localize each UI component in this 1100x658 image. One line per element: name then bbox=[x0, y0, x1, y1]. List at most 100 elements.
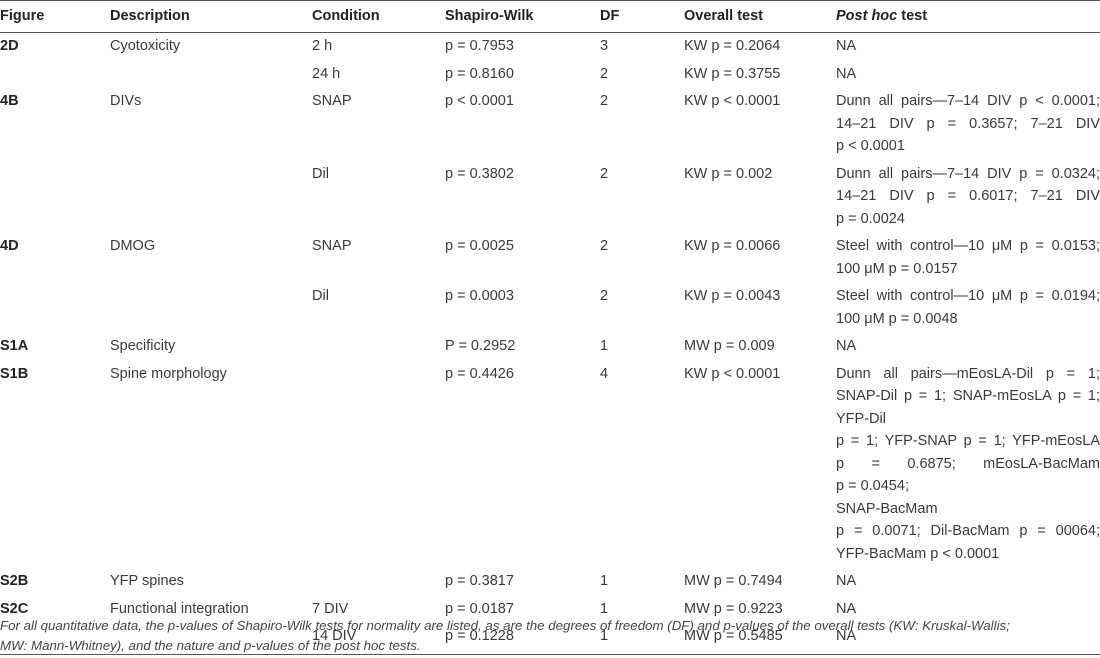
cell-figure: S1B bbox=[0, 365, 29, 382]
header-post-hoc-rest: test bbox=[897, 8, 928, 24]
table-footnote: For all quantitative data, the p-values … bbox=[0, 616, 1100, 656]
cell-shapiro-wilk: p = 0.0025 bbox=[445, 238, 514, 254]
table-row: S1B Spine morphology p = 0.4426 4 KW p < 0.0… bbox=[0, 361, 1100, 569]
cell-condition: SNAP bbox=[312, 238, 352, 254]
header-df: DF bbox=[600, 0, 684, 33]
post-hoc-line: NA bbox=[836, 338, 857, 354]
cell-figure: S2B bbox=[0, 573, 29, 589]
table-header: Figure Description Condition Shapiro-Wil… bbox=[0, 0, 1100, 33]
cell-overall-test: MW p = 0.9223 bbox=[684, 600, 783, 617]
cell-shapiro-wilk: p = 0.0003 bbox=[445, 288, 514, 304]
cell-post-hoc-test: Steel with control—10 μM p = 0.0194; 100 … bbox=[836, 283, 1100, 333]
header-description: Description bbox=[110, 0, 312, 33]
cell-overall-test: KW p = 0.3755 bbox=[684, 65, 781, 82]
cell-figure: 4B bbox=[0, 93, 19, 109]
cell-post-hoc-test: NA bbox=[836, 596, 1100, 624]
table-row: S2B YFP spines p = 0.3817 1 MW p = 0.7494 NA bbox=[0, 568, 1100, 596]
table-body: 2D Cyotoxicity 2 h p = 0.7953 3 KW p = 0.2064… bbox=[0, 33, 1100, 655]
cell-shapiro-wilk: p = 0.3802 bbox=[445, 165, 514, 182]
post-hoc-line: p = 0.0024 bbox=[836, 210, 905, 227]
post-hoc-line: NA bbox=[836, 628, 857, 644]
cell-description: Specificity bbox=[110, 338, 176, 354]
cell-figure bbox=[0, 161, 110, 234]
cell-description: Cyotoxicity bbox=[110, 38, 181, 54]
post-hoc-line: NA bbox=[836, 38, 857, 54]
post-hoc-line: SNAP-Dil p = 1; SNAP-mEosLA p = 1; bbox=[836, 388, 1100, 404]
post-hoc-line: 100 μM p = 0.0048 bbox=[836, 310, 958, 327]
table-row: 24 h p = 0.8160 2 KW p = 0.3755 NA bbox=[0, 61, 1100, 89]
cell-overall-test: MW p = 0.5485 bbox=[684, 623, 836, 655]
post-hoc-line: Steel with control—10 μM p = 0.0153; bbox=[836, 238, 1100, 254]
cell-post-hoc-test: NA bbox=[836, 568, 1100, 596]
table-row: 2D Cyotoxicity 2 h p = 0.7953 3 KW p = 0.2064… bbox=[0, 33, 1100, 61]
cell-overall-test: KW p < 0.0001 bbox=[684, 93, 781, 109]
post-hoc-line: NA bbox=[836, 65, 857, 82]
cell-figure bbox=[0, 623, 110, 655]
cell-df: 1 bbox=[600, 623, 684, 655]
cell-condition: 2 h bbox=[312, 38, 333, 54]
cell-df: 2 bbox=[600, 65, 609, 82]
table-row: Dil p = 0.0003 2 KW p = 0.0043 Steel with co… bbox=[0, 283, 1100, 333]
post-hoc-line: NA bbox=[836, 600, 857, 617]
header-figure: Figure bbox=[0, 0, 110, 33]
cell-overall-test: KW p = 0.0066 bbox=[684, 238, 781, 254]
cell-overall-test: KW p = 0.002 bbox=[684, 165, 773, 182]
header-post-hoc-italic: Post hoc bbox=[836, 8, 898, 24]
cell-description: DMOG bbox=[110, 238, 156, 254]
cell-condition: 24 h bbox=[312, 65, 341, 82]
cell-post-hoc-test: NA bbox=[836, 623, 1100, 655]
table-row: 4B DIVs SNAP p < 0.0001 2 KW p < 0.0001 Dunn a… bbox=[0, 88, 1100, 161]
post-hoc-line: 100 μM p = 0.0157 bbox=[836, 260, 958, 277]
cell-condition: SNAP bbox=[312, 93, 352, 109]
post-hoc-line: p = 0.0071; Dil-BacMam p = 00064; bbox=[836, 523, 1100, 539]
post-hoc-line: Dunn all pairs—mEosLA-Dil p = 1; bbox=[836, 365, 1100, 382]
cell-shapiro-wilk: p = 0.4426 bbox=[445, 365, 514, 382]
post-hoc-line: p = 1; YFP-SNAP p = 1; YFP-mEosLA bbox=[836, 433, 1100, 449]
cell-df: 2 bbox=[600, 288, 609, 304]
cell-condition: Dil bbox=[312, 288, 329, 304]
table-row: Dil p = 0.3802 2 KW p = 0.002 Dunn all pairs… bbox=[0, 161, 1100, 234]
cell-condition: 14 DIV bbox=[312, 623, 445, 655]
cell-figure bbox=[0, 61, 110, 89]
cell-post-hoc-test: Steel with control—10 μM p = 0.0153; 100 … bbox=[836, 233, 1100, 283]
cell-df: 3 bbox=[600, 38, 609, 54]
cell-figure: 2D bbox=[0, 38, 19, 54]
post-hoc-line: p = 0.6875; mEosLA-BacMam bbox=[836, 455, 1100, 472]
cell-df: 1 bbox=[600, 338, 609, 354]
cell-figure: S1A bbox=[0, 338, 29, 354]
post-hoc-line: SNAP-BacMam bbox=[836, 500, 938, 517]
cell-condition bbox=[312, 361, 445, 569]
cell-shapiro-wilk: p < 0.0001 bbox=[445, 93, 514, 109]
cell-figure: S2C bbox=[0, 600, 29, 617]
cell-description bbox=[110, 623, 312, 655]
table-row: S2C Functional integration 7 DIV p = 0.0187… bbox=[0, 596, 1100, 624]
header-post-hoc-test: Post hoc test bbox=[836, 0, 1100, 33]
cell-df: 2 bbox=[600, 165, 609, 182]
cell-shapiro-wilk: p = 0.8160 bbox=[445, 65, 514, 82]
cell-condition: 7 DIV bbox=[312, 600, 349, 617]
post-hoc-line: Steel with control—10 μM p = 0.0194; bbox=[836, 288, 1100, 304]
cell-overall-test: KW p = 0.2064 bbox=[684, 38, 781, 54]
post-hoc-line: 14–21 DIV p = 0.3657; 7–21 DIV bbox=[836, 115, 1100, 132]
table-row: S1A Specificity P = 0.2952 1 MW p = 0.009 NA bbox=[0, 333, 1100, 361]
cell-overall-test: KW p < 0.0001 bbox=[684, 365, 781, 382]
cell-df: 2 bbox=[600, 238, 609, 254]
cell-figure bbox=[0, 283, 110, 333]
header-condition: Condition bbox=[312, 0, 445, 33]
cell-post-hoc-test: NA bbox=[836, 33, 1100, 61]
cell-condition bbox=[312, 333, 445, 361]
cell-description: YFP spines bbox=[110, 573, 184, 589]
cell-shapiro-wilk: p = 0.7953 bbox=[445, 38, 514, 54]
cell-condition bbox=[312, 568, 445, 596]
cell-df: 1 bbox=[600, 600, 609, 617]
cell-df: 1 bbox=[600, 573, 609, 589]
cell-overall-test: MW p = 0.009 bbox=[684, 338, 775, 354]
cell-post-hoc-test: NA bbox=[836, 333, 1100, 361]
cell-description: Spine morphology bbox=[110, 365, 227, 382]
header-shapiro-wilk: Shapiro-Wilk bbox=[445, 0, 600, 33]
post-hoc-line: Dunn all pairs—7–14 DIV p < 0.0001; bbox=[836, 93, 1100, 109]
header-row: Figure Description Condition Shapiro-Wil… bbox=[0, 0, 1100, 33]
cell-figure: 4D bbox=[0, 238, 19, 254]
